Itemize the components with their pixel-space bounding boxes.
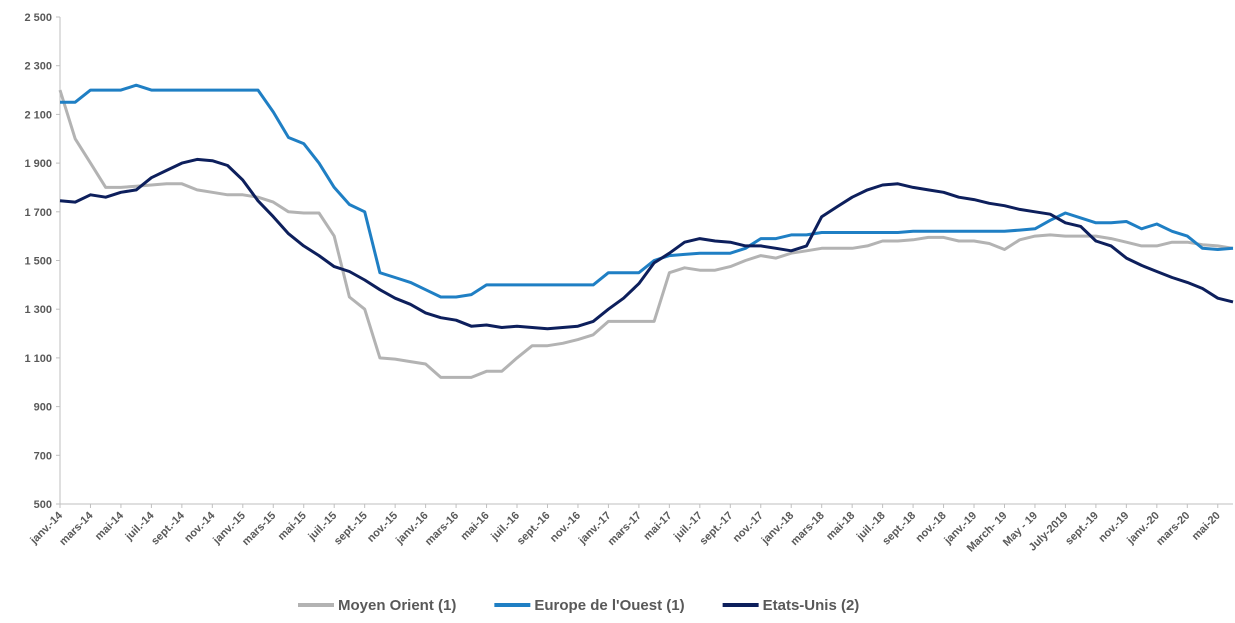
series-line	[58, 89, 1234, 379]
x-tick-label: sept.-16	[515, 510, 553, 548]
x-tick-label: mars-16	[423, 510, 461, 548]
x-tick-label: mai-15	[276, 510, 309, 543]
x-tick-label: mars-20	[1154, 510, 1192, 548]
x-tick-label: sept.-17	[698, 510, 736, 548]
y-tick-label: 1 300	[24, 304, 52, 316]
x-tick-label: mai-20	[1190, 510, 1223, 543]
legend-label: Europe de l'Ouest (1)	[534, 597, 684, 614]
y-tick-label: 1 100	[24, 353, 52, 365]
x-tick-label: mai-17	[641, 510, 674, 543]
x-tick-label: sept.-19	[1063, 510, 1101, 548]
x-tick-label: mars-14	[57, 509, 96, 548]
x-tick-label: mars-18	[788, 510, 826, 548]
x-tick-label: mars-17	[606, 510, 644, 548]
series-line	[59, 157, 1234, 331]
x-tick-label: mars-15	[240, 510, 278, 548]
y-tick-label: 1 900	[24, 158, 52, 170]
x-tick-label: sept.-15	[332, 510, 370, 548]
y-tick-label: 2 300	[24, 61, 52, 73]
y-tick-label: 1 700	[24, 207, 52, 219]
y-tick-label: 500	[34, 499, 52, 511]
y-tick-label: 900	[34, 402, 52, 414]
legend-label: Moyen Orient (1)	[338, 597, 456, 614]
legend-label: Etats-Unis (2)	[763, 597, 860, 614]
x-tick-label: sept.-14	[149, 509, 188, 548]
x-tick-label: mai-16	[459, 510, 492, 543]
series-line	[60, 83, 1234, 299]
y-tick-label: 2 500	[24, 12, 52, 24]
x-tick-label: mai-14	[93, 509, 127, 543]
x-tick-label: mai-18	[824, 510, 857, 543]
legend: Moyen Orient (1) Europe de l'Ouest (1) Eta…	[298, 597, 859, 614]
x-tick-label: sept.-18	[880, 510, 918, 548]
y-tick-label: 2 100	[24, 109, 52, 121]
y-tick-label: 1 500	[24, 256, 52, 268]
y-tick-label: 700	[34, 450, 52, 462]
